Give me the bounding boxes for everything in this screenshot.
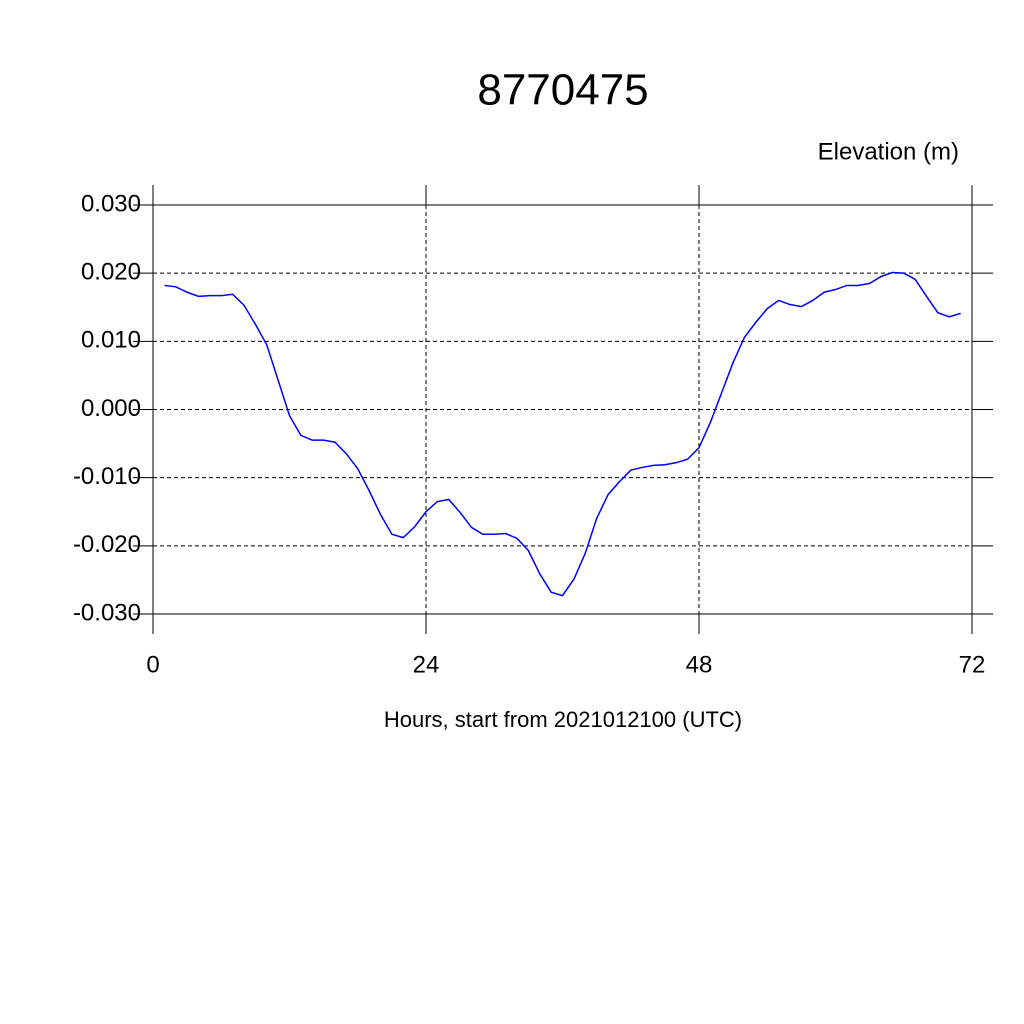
y-tick-label: -0.020	[73, 531, 141, 558]
y-tick-label: 0.000	[81, 395, 141, 422]
y-tick-label: -0.030	[73, 599, 141, 626]
y-tick-label: 0.020	[81, 259, 141, 286]
y-axis-label: Elevation (m)	[818, 138, 959, 165]
x-tick-label: 24	[413, 651, 440, 678]
chart-title: 8770475	[477, 66, 648, 115]
x-axis-label: Hours, start from 2021012100 (UTC)	[384, 707, 742, 732]
x-tick-label: 72	[959, 651, 986, 678]
data-line	[164, 271, 961, 597]
y-tick-label: 0.030	[81, 190, 141, 217]
y-tick-label: 0.010	[81, 327, 141, 354]
y-tick-label: -0.010	[73, 463, 141, 490]
x-tick-label: 48	[686, 651, 713, 678]
x-tick-label: 0	[146, 651, 159, 678]
